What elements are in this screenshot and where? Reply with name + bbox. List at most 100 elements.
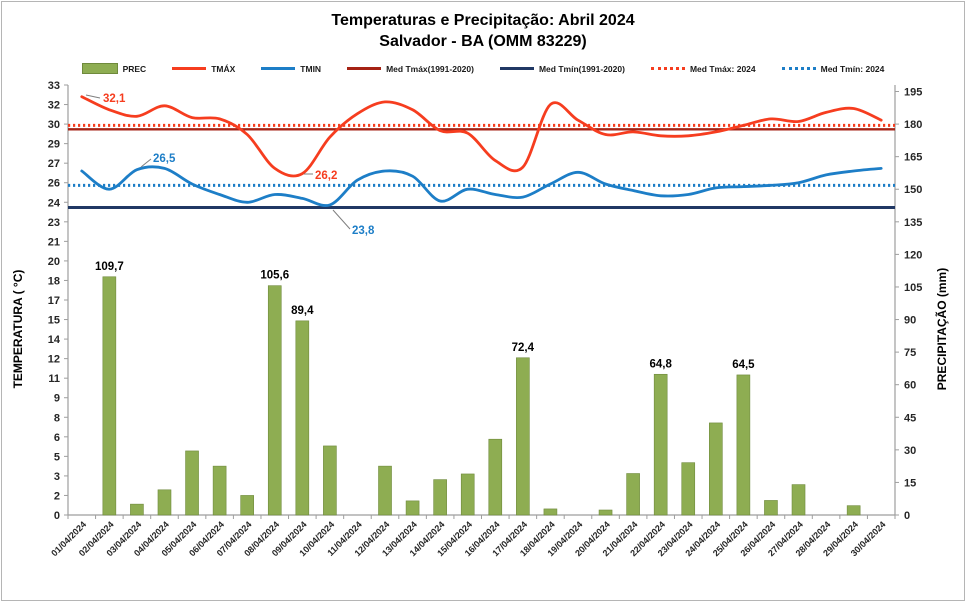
left-axis-tick-label: 32 [48, 100, 60, 112]
legend: PREC TMÁX TMIN Med Tmáx(1991-2020) Med Tmín(… [0, 63, 966, 74]
title-block: Temperaturas e Precipitação: Abril 2024 … [0, 10, 966, 52]
prec-bar [295, 320, 310, 516]
legend-swatch [172, 67, 207, 70]
prec-bar [598, 509, 613, 516]
left-axis-tick-label: 12 [48, 354, 60, 366]
left-axis-tick-label: 3 [54, 471, 60, 483]
left-axis-tick-label: 17 [48, 295, 60, 307]
right-axis-tick-label: 0 [904, 510, 910, 522]
right-axis-tick-label: 30 [904, 445, 916, 457]
right-axis-tick-label: 105 [904, 282, 922, 294]
right-axis-tick-label: 180 [904, 119, 922, 131]
legend-swatch [781, 67, 816, 70]
legend-swatch [347, 67, 382, 70]
left-axis-tick-label: 15 [48, 315, 60, 327]
prec-bar [130, 503, 144, 516]
bar-value-label: 72,4 [512, 342, 535, 354]
legend-item-6: Med Tmáx: 2024 [650, 63, 756, 74]
left-axis-tick-label: 26 [48, 178, 60, 190]
prec-bar [846, 505, 861, 516]
chart-title: Temperaturas e Precipitação: Abril 2024 [331, 12, 635, 29]
legend-label: PREC [122, 63, 147, 74]
right-axis-tick-label: 45 [904, 412, 916, 424]
prec-bar [791, 484, 806, 516]
prec-bar [653, 373, 668, 516]
legend-swatch [261, 67, 296, 70]
left-axis-tick-label: 2 [54, 490, 60, 502]
right-axis-tick-label: 165 [904, 152, 922, 164]
prec-bar [433, 479, 447, 516]
legend-label: Med Tmín(1991-2020) [538, 63, 625, 74]
left-axis-tick-label: 30 [48, 119, 60, 131]
annotation-leader [85, 94, 101, 99]
annotation-label: 32,1 [103, 93, 126, 105]
legend-swatch [81, 63, 118, 74]
annotation-label: 26,2 [315, 170, 337, 182]
left-axis-tick-label: 11 [48, 373, 60, 385]
prec-bar [157, 489, 172, 516]
legend-item-4: Med Tmáx(1991-2020) [347, 64, 474, 74]
prec-bar [267, 285, 282, 516]
annotation-leader [332, 209, 351, 230]
legend-label: TMÁX [211, 63, 236, 74]
prec-bar [378, 465, 392, 516]
prec-bar [240, 495, 254, 516]
right-axis-tick-label: 120 [904, 249, 922, 261]
prec-bar [543, 508, 558, 516]
legend-label: Med Tmáx: 2024 [689, 63, 756, 74]
bar-value-label: 105,6 [260, 270, 289, 282]
prec-bar [323, 445, 337, 516]
left-axis-tick-label: 18 [48, 275, 60, 287]
left-axis-tick-label: 8 [54, 412, 60, 424]
legend-swatch [650, 67, 685, 70]
left-axis-tick-label: 24 [48, 197, 61, 209]
left-axis-title: TEMPERATURA ( °C) [11, 269, 25, 389]
right-axis-tick-label: 90 [904, 315, 916, 327]
legend-item-1: PREC [81, 63, 147, 74]
left-axis-tick-label: 27 [48, 158, 60, 170]
prec-bar [460, 473, 475, 516]
prec-bar [736, 374, 751, 516]
prec-bar [405, 500, 420, 516]
right-axis-tick-label: 60 [904, 380, 916, 392]
right-axis-tick-label: 135 [904, 217, 922, 229]
prec-bar [516, 357, 530, 516]
bar-value-label: 64,5 [732, 359, 755, 371]
left-axis-tick-label: 9 [54, 393, 60, 405]
prec-bar [488, 438, 503, 516]
annotation-label: 26,5 [153, 153, 176, 165]
legend-item-2: TMÁX [172, 64, 235, 74]
left-axis-tick-label: 6 [54, 432, 60, 444]
prec-bar [185, 450, 199, 516]
prec-bar [212, 465, 227, 516]
right-axis-tick-label: 195 [904, 87, 922, 99]
prec-bar [709, 422, 723, 516]
legend-label: Med Tmáx(1991-2020) [386, 63, 474, 74]
legend-item-3: TMIN [261, 64, 321, 74]
prec-bar [626, 473, 640, 516]
left-axis-tick-label: 23 [48, 217, 60, 229]
legend-swatch [499, 67, 534, 70]
annotation-label: 23,8 [352, 225, 375, 237]
prec-bar [681, 462, 696, 516]
right-axis-tick-label: 75 [904, 347, 916, 359]
bar-value-label: 109,7 [95, 261, 124, 273]
left-axis-tick-label: 14 [48, 334, 61, 346]
legend-label: TMIN [300, 63, 322, 74]
annotation-leader [140, 158, 152, 168]
legend-item-7: Med Tmín: 2024 [781, 63, 885, 74]
right-axis-title: PRECIPITAÇÃO (mm) [935, 267, 949, 391]
left-axis-tick-label: 21 [48, 236, 60, 248]
prec-bar [102, 276, 117, 516]
right-axis-tick-label: 15 [904, 477, 916, 489]
left-axis-tick-label: 0 [54, 510, 60, 522]
right-axis-tick-label: 150 [904, 184, 922, 196]
tmax-line [80, 95, 883, 178]
left-axis-tick-label: 5 [54, 451, 60, 463]
tmin-line [80, 165, 883, 207]
legend-label: Med Tmín: 2024 [820, 63, 885, 74]
left-axis-tick-label: 33 [48, 80, 60, 92]
